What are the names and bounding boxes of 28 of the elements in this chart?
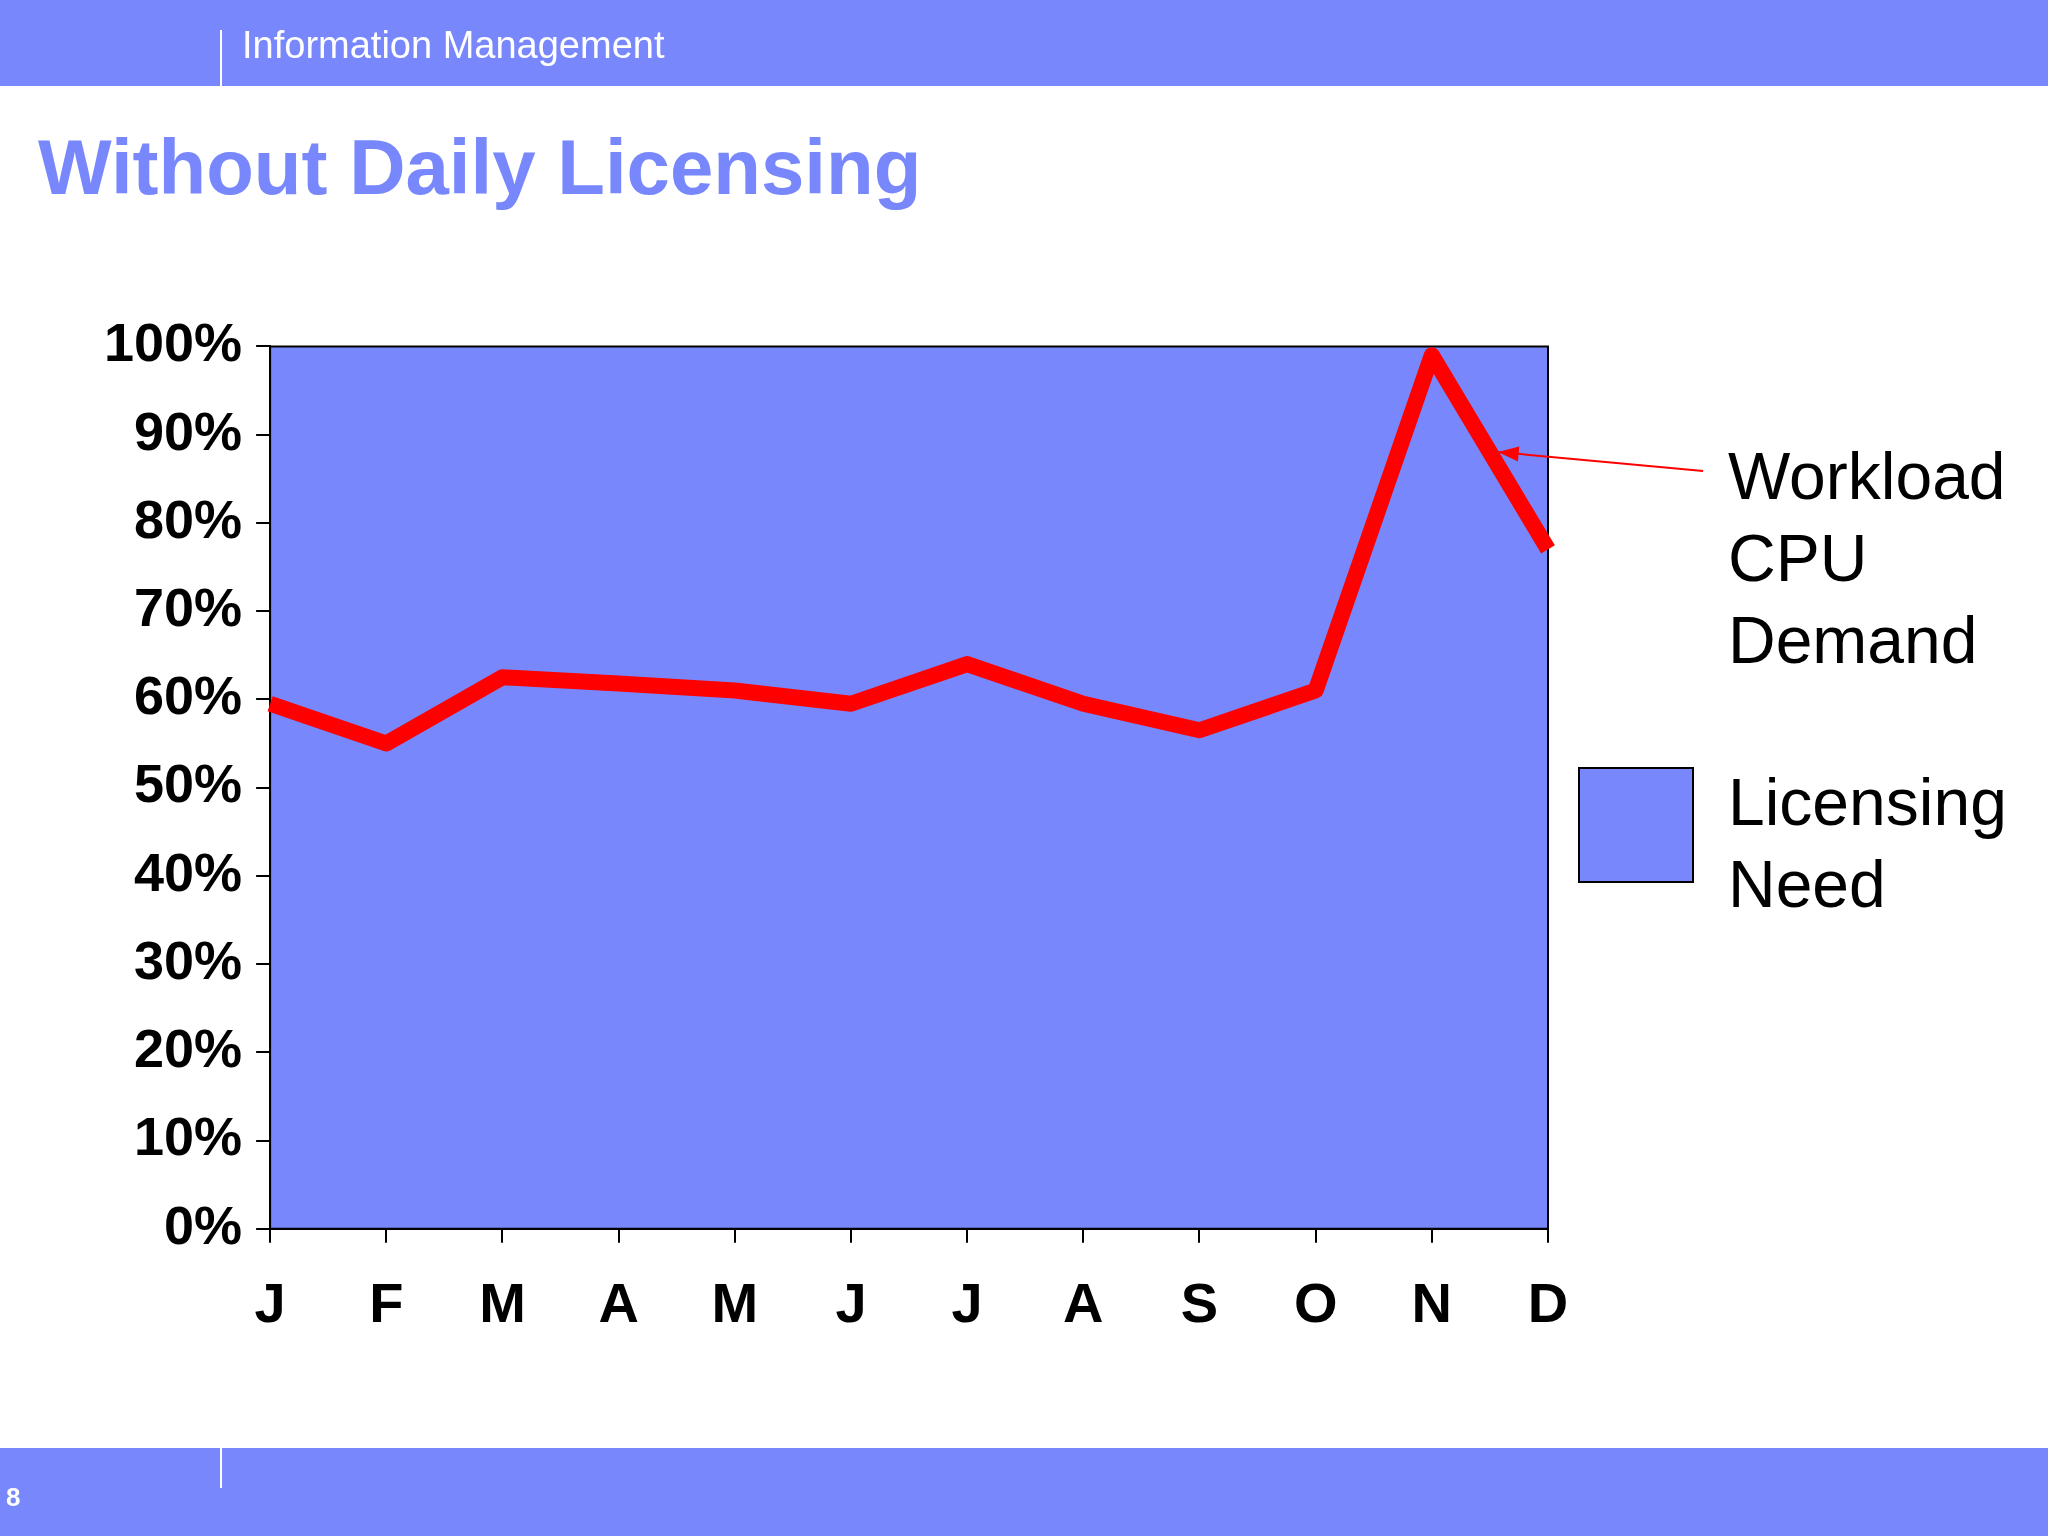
x-tick-label: J: [835, 1270, 867, 1334]
x-tick-label: J: [951, 1270, 983, 1334]
y-tick-label: 40%: [134, 841, 243, 902]
x-tick-label: F: [369, 1270, 404, 1334]
text: 8: [6, 1482, 21, 1513]
x-tick-label: J: [254, 1270, 286, 1334]
x-tick-label: N: [1411, 1270, 1453, 1334]
y-tick-label: 80%: [134, 488, 243, 549]
x-tick-label: M: [479, 1270, 526, 1334]
x-tick-label: S: [1180, 1270, 1219, 1334]
y-tick-label: 30%: [134, 929, 243, 990]
y-tick-label: 50%: [134, 753, 243, 814]
y-tick-label: 90%: [134, 400, 243, 461]
y-tick-label: 100%: [103, 312, 243, 373]
y-tick-label: 70%: [134, 577, 243, 638]
chart-subtitle: Information Management: [242, 24, 665, 67]
x-tick-label: O: [1293, 1270, 1338, 1334]
y-tick-label: 0%: [164, 1194, 243, 1255]
legend-label: Workload CPU Demand: [1728, 438, 2006, 680]
x-tick-label: D: [1527, 1270, 1569, 1334]
y-tick-label: 20%: [134, 1018, 243, 1079]
band-label: Licensing Need: [1728, 764, 2007, 924]
x-tick-label: A: [1063, 1270, 1104, 1334]
y-tick-label: 10%: [134, 1106, 243, 1167]
chart-title: Without Daily Licensing: [38, 122, 922, 213]
x-tick-label: M: [711, 1270, 759, 1334]
x-tick-label: A: [598, 1270, 639, 1334]
y-tick-label: 60%: [134, 665, 243, 726]
